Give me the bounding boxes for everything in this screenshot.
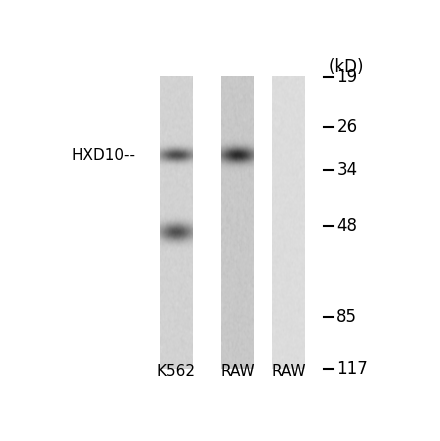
Text: RAW: RAW — [220, 364, 255, 379]
Text: HXD10--: HXD10-- — [71, 148, 135, 163]
Text: RAW: RAW — [271, 364, 306, 379]
Text: (kD): (kD) — [329, 58, 364, 76]
Text: K562: K562 — [157, 364, 195, 379]
Text: 34: 34 — [336, 161, 357, 179]
Text: 26: 26 — [336, 118, 357, 136]
Text: 19: 19 — [336, 67, 357, 86]
Text: 48: 48 — [336, 217, 357, 235]
Text: 117: 117 — [336, 360, 368, 378]
Text: 85: 85 — [336, 308, 357, 326]
